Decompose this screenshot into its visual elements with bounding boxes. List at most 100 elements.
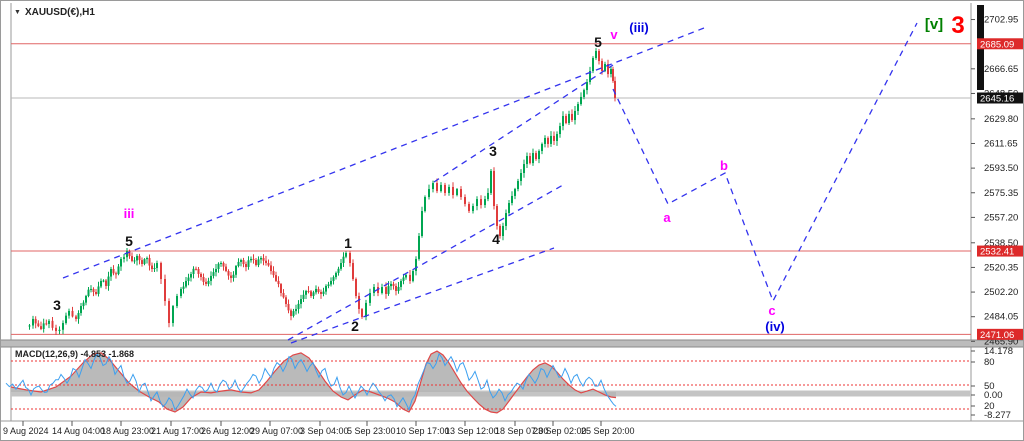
candle-body [100,280,102,287]
candle-body [143,259,146,264]
candle-body [532,153,534,164]
symbol-timeframe-label: XAUUSD(€),H1 [24,7,95,18]
candle-body [220,263,222,265]
candle-body [436,183,438,192]
candle-body [230,275,232,278]
price-tick-label: 2502.20 [984,287,1018,298]
candle-body [377,287,379,294]
candle-body [176,296,178,307]
wave-label-5[interactable]: 5 [594,34,602,50]
candle-body [277,280,280,285]
candle-body [610,69,612,75]
wave-label-v[interactable]: v [610,27,618,42]
candle-body [42,323,45,329]
pane-splitter[interactable] [1,340,1024,347]
price-badge-2645.16 [977,92,1023,104]
price-tick-label: 2538.50 [984,238,1018,249]
collapse-arrow-icon[interactable]: ▼ [14,9,21,16]
chart-title[interactable]: ▼ XAUUSD(€),H1 [14,7,95,18]
candle-body [571,113,573,121]
candle-body [126,251,128,258]
candle-body [577,104,579,111]
candle-body [187,277,190,281]
price-badge-2532.41 [977,245,1023,257]
candle-body [586,82,588,91]
wave-label-4[interactable]: 4 [492,231,500,247]
trend-line-2[interactable] [433,64,614,183]
candle-body [523,164,525,174]
candle-body [275,275,277,281]
candle-body [207,280,210,284]
candle-body [310,291,312,297]
candle-body [40,326,42,329]
wave-label-3[interactable]: 3 [53,297,61,313]
candle-body [77,313,80,319]
price-tick-label: 2484.05 [984,312,1018,323]
candle-body [601,61,603,72]
price-tick-label: 2629.80 [984,114,1018,125]
wave-label-iii[interactable]: (iii) [629,20,649,35]
candle-body [212,272,215,276]
candle-body [75,316,77,319]
wave-label-a[interactable]: a [663,210,671,225]
candle-body [97,286,100,294]
wave-label-2[interactable]: 2 [351,318,359,334]
price-tick-label: 2520.35 [984,262,1018,273]
candle-body [28,325,31,327]
candle-body [110,268,112,277]
candle-body [305,290,307,295]
wave-label-iii[interactable]: iii [124,206,135,221]
candle-body [547,137,549,144]
trend-line-1[interactable] [62,27,705,279]
candle-body [345,252,347,257]
wave-label-5[interactable]: 5 [125,233,133,249]
wave-label-b[interactable]: b [720,158,728,173]
candle-body [235,266,237,275]
candle-body [90,288,92,290]
candle-body [421,211,423,236]
wave-label-c[interactable]: c [768,303,775,318]
candle-body [415,258,417,272]
candle-body [361,309,363,317]
candle-body [402,277,405,281]
candle-body [202,276,205,282]
candle-body [222,263,225,267]
macd-tick-label: -8.277 [984,410,1011,421]
candle-body [272,271,275,276]
trend-line-3[interactable] [287,184,564,341]
time-axis-label: 25 Sep 20:00 [581,426,635,436]
candle-body [240,260,242,262]
candle-body [37,323,40,327]
trend-line-4[interactable] [290,247,555,344]
macd-main-line [5,352,617,411]
price-tick-label: 2666.65 [984,64,1018,75]
candle-body [508,203,510,214]
candle-body [297,303,300,310]
candle-body [418,235,420,259]
wave-label-3[interactable]: 3 [951,12,964,39]
candle-body [505,213,507,226]
candle-body [349,252,351,264]
candle-body [562,115,564,127]
candle-body [568,113,570,124]
candle-body [136,255,138,261]
candle-body [292,311,295,316]
candle-body [205,281,207,284]
candle-body [92,288,95,292]
candle-body [185,280,187,287]
macd-signal-line [10,350,617,414]
candle-body [80,306,82,314]
candle-body [472,205,474,212]
candle-body [484,199,486,206]
wave-label-1[interactable]: 1 [344,235,352,251]
wave-label-3[interactable]: 3 [489,143,497,159]
elliott-projection-path[interactable] [612,22,918,303]
price-tick-label: 2575.35 [984,188,1018,199]
candle-body [580,96,582,105]
candle-body [444,184,446,193]
candle-body [117,266,120,275]
candle-body [550,135,552,144]
wave-label-iv[interactable]: (iv) [765,319,785,334]
wave-label-v[interactable]: [v] [925,16,943,33]
